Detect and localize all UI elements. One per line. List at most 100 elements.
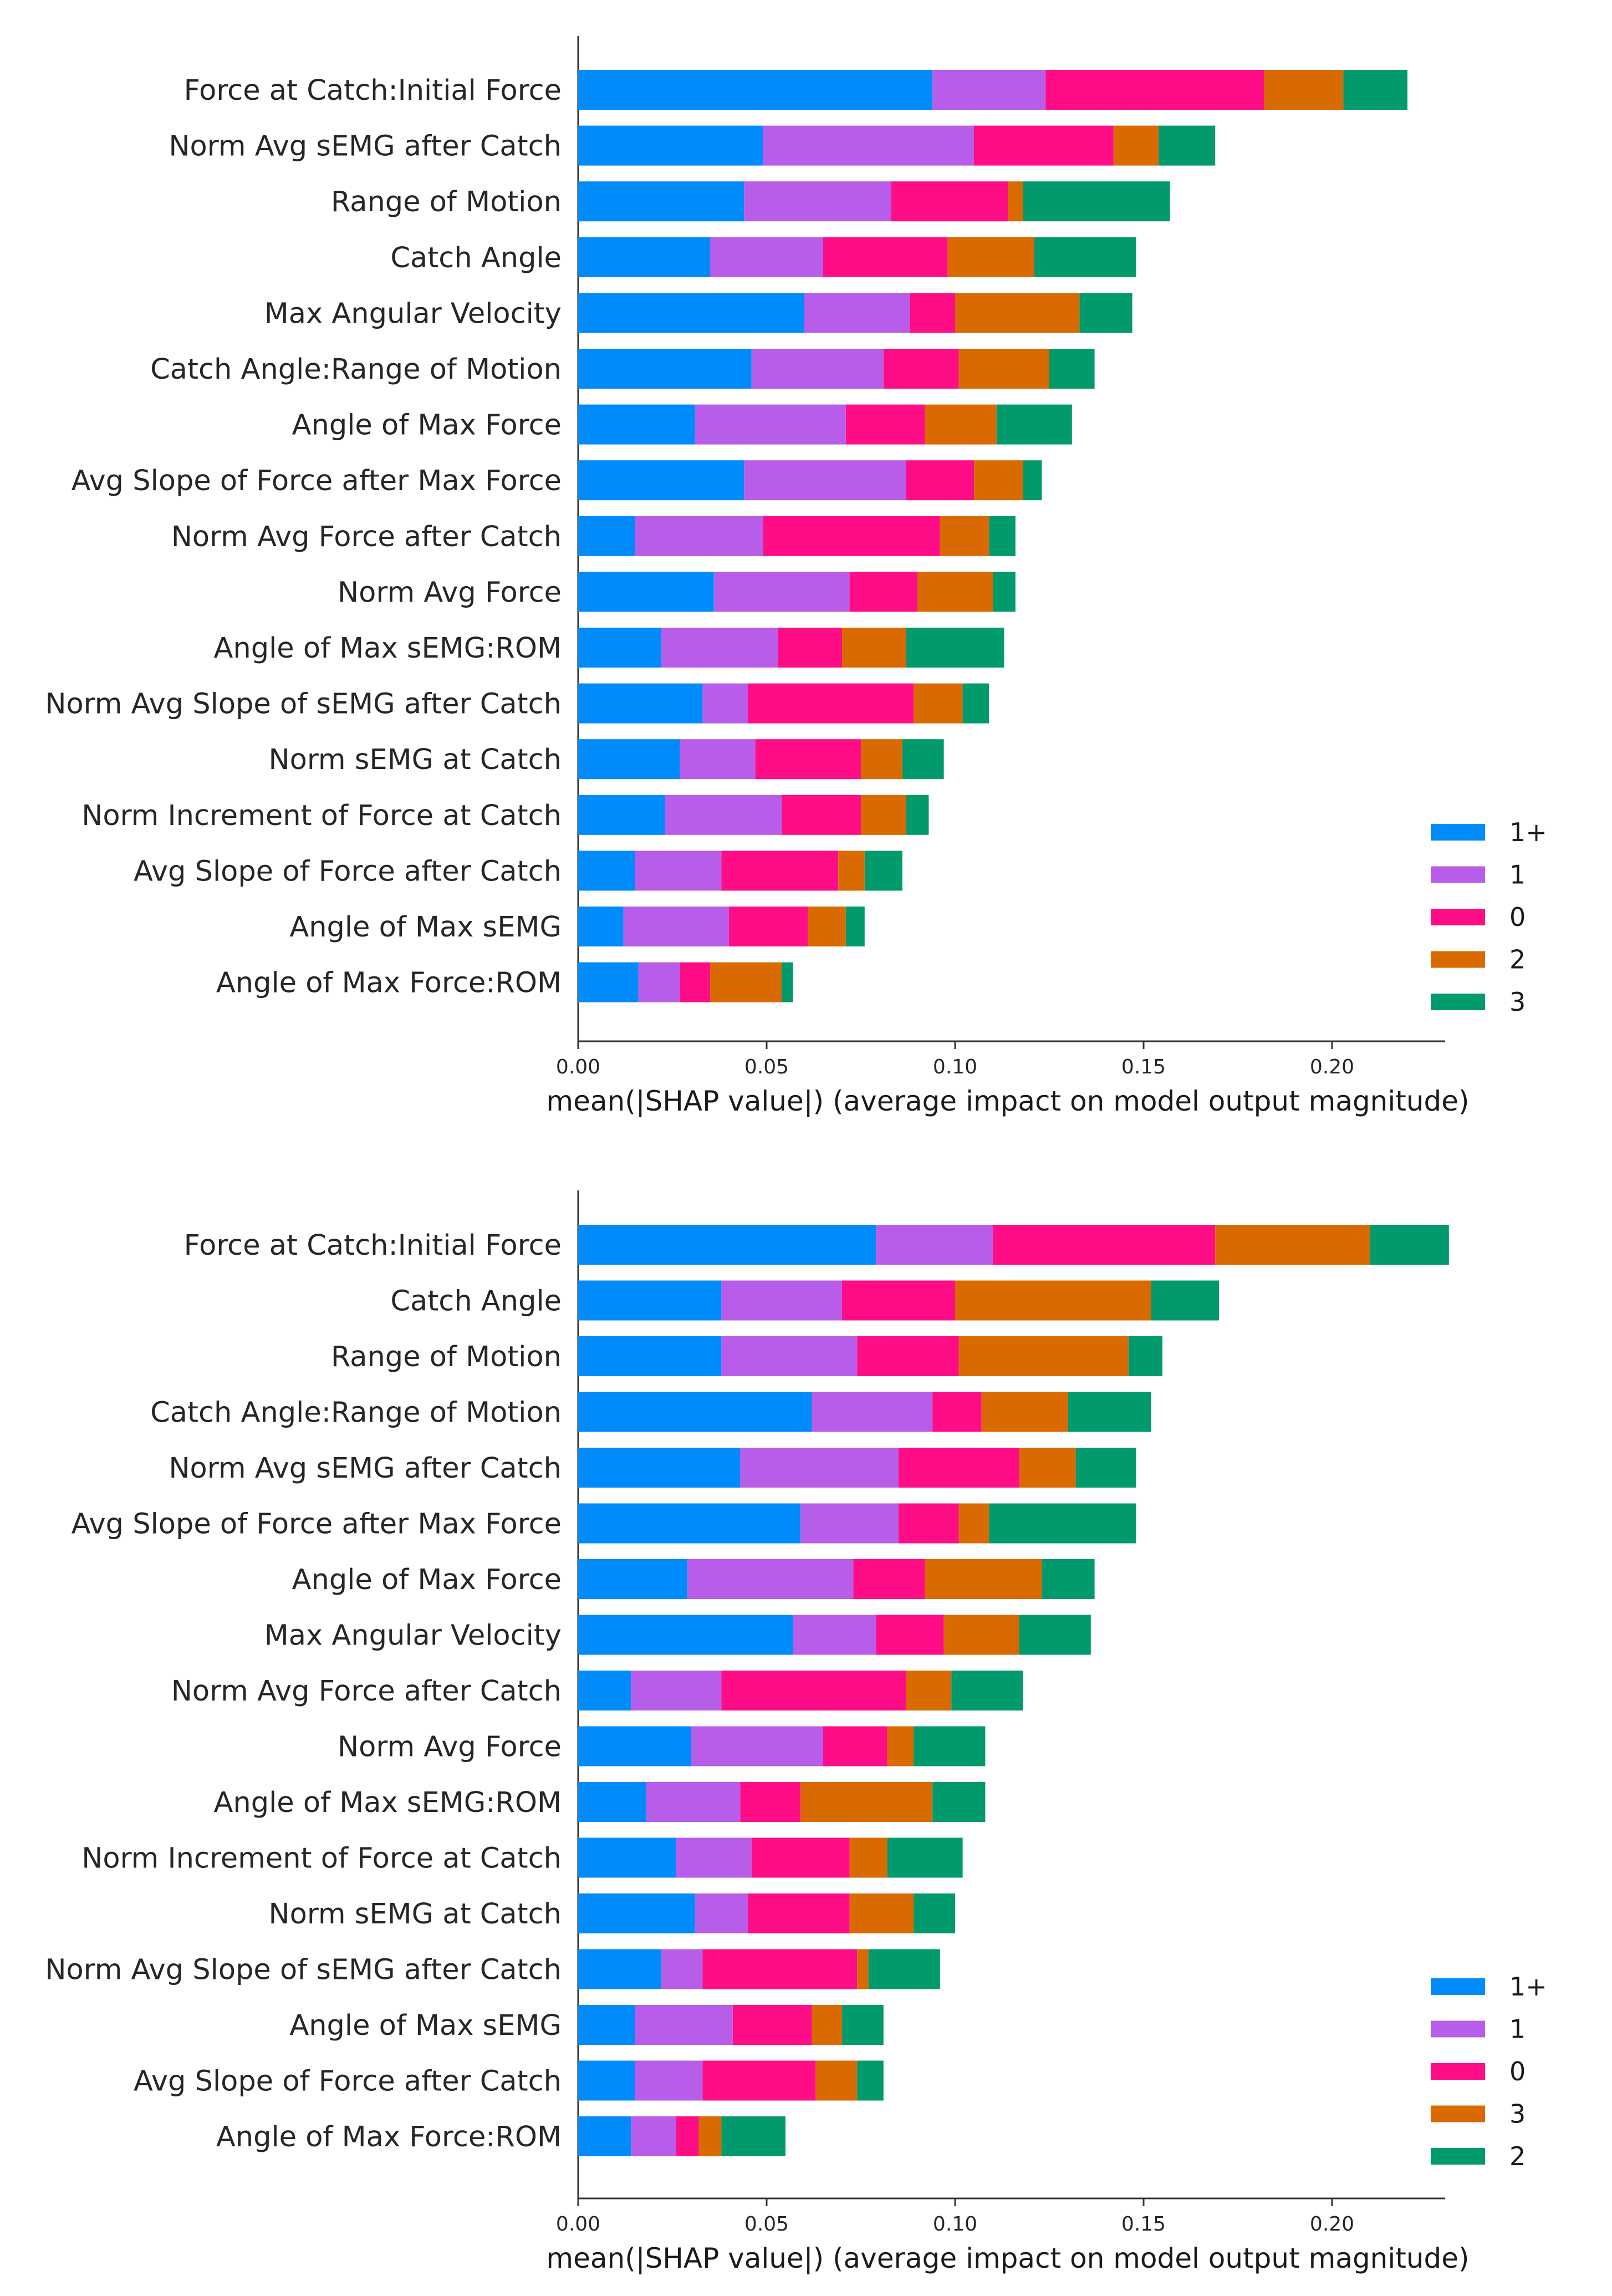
bar-segment [1019,1448,1076,1488]
bar-segment [578,851,635,891]
chart-2: 0.00 0.05 0.10 0.15 0.20 Force at Catch:Initi… [45,1190,1547,2274]
bar-segment [578,628,661,668]
bar-segment [1023,460,1042,501]
category-label: Force at Catch:Initial Force [184,1229,562,1262]
bar-segment [932,70,1046,110]
bar-segment [876,1225,993,1265]
bar-segment [864,851,902,891]
category-label: Angle of Max sEMG [289,911,562,944]
bar-segment [842,2005,884,2045]
bar-segment [740,1448,899,1488]
bar-segment [578,181,744,222]
category-label: Avg Slope of Force after Catch [134,855,562,888]
bar-segment [932,1392,982,1432]
bar-segment [974,125,1114,166]
legend-swatch [1431,994,1485,1010]
x-tick-label: 0.05 [744,1056,789,1078]
category-label: Norm Avg Force [338,1731,562,1764]
bar-segment [578,907,624,946]
bar-segment [883,349,959,389]
bar-segment [578,1726,691,1766]
bar-segment [993,1225,1216,1265]
bar-segment [857,2060,884,2101]
x-tick-label: 0.05 [744,2213,789,2236]
legend-label: 1 [1509,2014,1526,2044]
category-label: Angle of Max Force [292,409,562,442]
bar-segment [578,1336,722,1376]
bar-segment [751,1837,850,1878]
bar-segment [914,1726,986,1766]
bar-segment [698,2116,722,2156]
bar-segment [702,683,748,724]
bar-segment [578,2116,631,2156]
legend: 1+ 1 0 3 2 [1431,1972,1547,2171]
bar-segment [989,1503,1136,1544]
bar-segment [1019,1615,1091,1655]
category-label: Norm Avg Slope of sEMG after Catch [45,1954,562,1987]
bar-segment [823,1726,887,1766]
x-axis-label: mean(|SHAP value|) (average impact on mo… [546,2242,1469,2274]
bar-segment [638,962,680,1002]
bar-segment [947,237,1034,277]
category-label: Max Angular Velocity [264,1620,562,1652]
bar-segment [713,572,850,612]
bar-segment [1049,349,1095,389]
category-label: Angle of Max sEMG:ROM [214,1786,562,1819]
x-tick-label: 0.20 [1310,2213,1354,2236]
bar-segment [578,1671,631,1710]
bar-segment [721,1671,906,1710]
bar-segment [721,1280,842,1321]
bar-segment [812,1392,933,1432]
x-tick-label: 0.15 [1121,2213,1166,2236]
bar-segment [578,1615,793,1655]
bar-segment [906,628,1004,668]
category-label: Angle of Max Force [292,1564,562,1596]
bar-segment [1008,181,1023,222]
bar-segment [914,1893,955,1933]
bar-segment [981,1392,1068,1432]
bar-segment [955,1280,1151,1321]
bar-segment [925,404,997,445]
bar-segment [729,907,808,946]
bar-segment [721,2116,785,2156]
legend-label: 3 [1509,987,1526,1017]
bar-segment [578,349,752,389]
category-label: Norm Increment of Force at Catch [81,800,562,832]
category-label: Avg Slope of Force after Max Force [72,465,562,497]
bar-segment [899,1448,1019,1488]
bar-segment [955,293,1080,333]
bar-segment [845,907,865,946]
bar-segment [914,683,963,724]
bar-segment [815,2060,858,2101]
bar-segment [721,851,839,891]
x-axis-label: mean(|SHAP value|) (average impact on mo… [546,1085,1469,1117]
bar-segment [958,349,1049,389]
bar-segment [1343,70,1407,110]
bar-segment [804,293,910,333]
bar-segment [778,628,842,668]
bar-segment [842,1280,955,1321]
bar-segment [665,795,782,835]
bar-segment [578,683,703,724]
bar-segment [578,70,933,110]
category-label: Norm Avg Force [338,576,562,609]
bar-segment [578,1837,676,1878]
bar-segment [849,1893,914,1933]
legend-swatch [1431,1978,1485,1995]
category-label: Force at Catch:Initial Force [184,74,562,107]
bar-segment [910,293,955,333]
bar-segment [838,851,865,891]
bar-segment [1113,125,1159,166]
bar-segment [1045,70,1264,110]
bar-segment [578,2005,635,2045]
bar-segment [578,125,763,166]
bar-segment [974,460,1023,501]
category-label: Norm sEMG at Catch [268,744,562,776]
bar-segment [1264,70,1344,110]
bar-segment [1128,1336,1162,1376]
x-tick-label: 0.10 [933,1056,977,1078]
bar-segment [899,1503,959,1544]
legend-swatch [1431,2148,1485,2165]
category-label: Avg Slope of Force after Max Force [72,1508,562,1541]
legend-label: 0 [1509,2056,1526,2086]
